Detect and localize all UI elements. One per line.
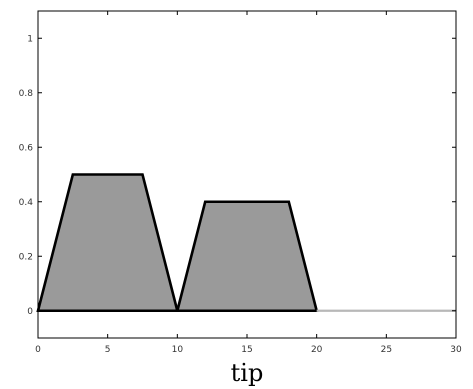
x-tick-label-30: 30: [450, 345, 462, 355]
x-tick-label-25: 25: [381, 345, 392, 355]
y-tick-label-0-6: 0.6: [19, 143, 34, 153]
trapezoid-2: [177, 202, 316, 311]
x-tick-label-10: 10: [172, 345, 184, 355]
x-tick-label-0: 0: [35, 345, 41, 355]
plot-area: [38, 175, 456, 311]
x-axis-title: tip: [231, 359, 264, 387]
y-tick-label-0: 0: [27, 307, 33, 317]
y-tick-label-0-4: 0.4: [19, 198, 34, 208]
x-tick-label-15: 15: [241, 345, 252, 355]
y-tick-label-0-8: 0.8: [19, 89, 34, 99]
x-tick-label-20: 20: [311, 345, 323, 355]
trapezoid-1: [38, 175, 177, 311]
x-tick-label-5: 5: [105, 345, 111, 355]
y-tick-label-1: 1: [27, 34, 33, 44]
y-tick-label-0-2: 0.2: [19, 252, 33, 262]
